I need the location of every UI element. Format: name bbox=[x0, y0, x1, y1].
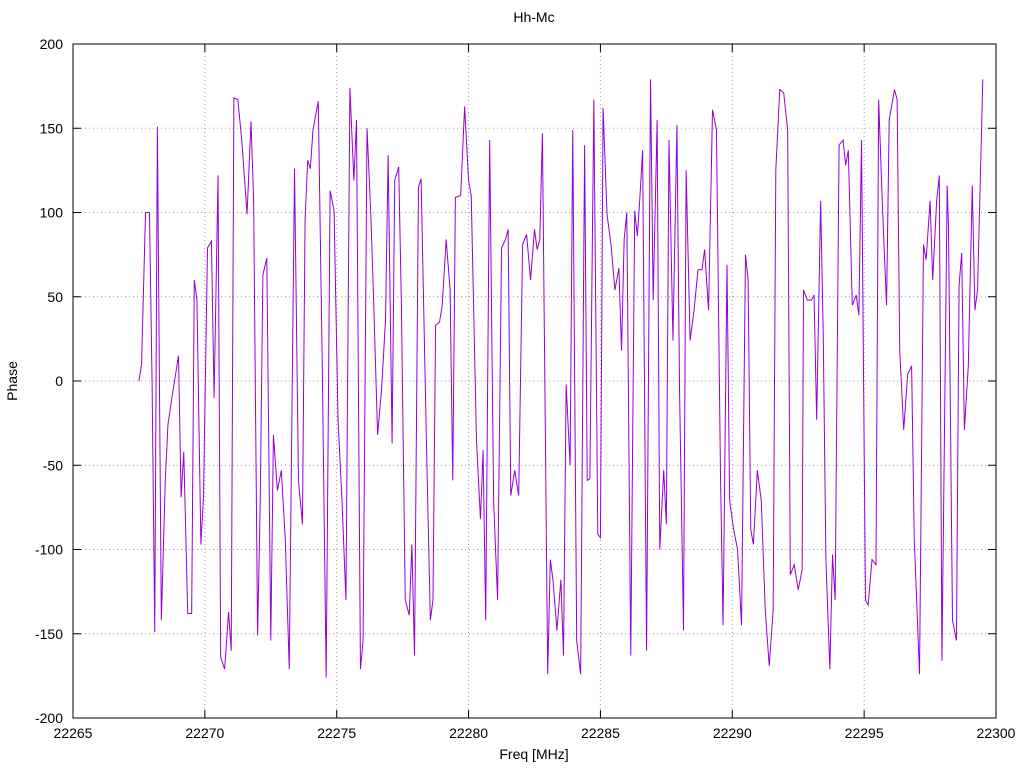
data-line bbox=[138, 79, 984, 678]
x-tick-label: 22275 bbox=[317, 725, 356, 741]
x-tick-label: 22300 bbox=[977, 725, 1016, 741]
x-tick-label: 22270 bbox=[185, 725, 224, 741]
y-tick-label: -200 bbox=[35, 710, 63, 726]
x-axis-label: Freq [MHz] bbox=[499, 746, 568, 762]
y-tick-label: -50 bbox=[43, 457, 63, 473]
x-tick-label: 22265 bbox=[54, 725, 93, 741]
x-tick-label: 22295 bbox=[845, 725, 884, 741]
y-tick-label: 100 bbox=[40, 205, 64, 221]
x-tick-label: 22285 bbox=[581, 725, 620, 741]
y-axis-label: Phase bbox=[4, 361, 20, 401]
y-tick-label: 200 bbox=[40, 36, 64, 52]
plot-border bbox=[72, 43, 997, 719]
y-tick-label: 0 bbox=[55, 373, 63, 389]
chart-title: Hh-Mc bbox=[513, 9, 554, 25]
y-tick-label: -150 bbox=[35, 626, 63, 642]
y-tick-label: 150 bbox=[40, 120, 64, 136]
x-tick-label: 22290 bbox=[713, 725, 752, 741]
y-tick-label: 50 bbox=[47, 289, 63, 305]
y-tick-label: -100 bbox=[35, 542, 63, 558]
x-tick-label: 22280 bbox=[449, 725, 488, 741]
